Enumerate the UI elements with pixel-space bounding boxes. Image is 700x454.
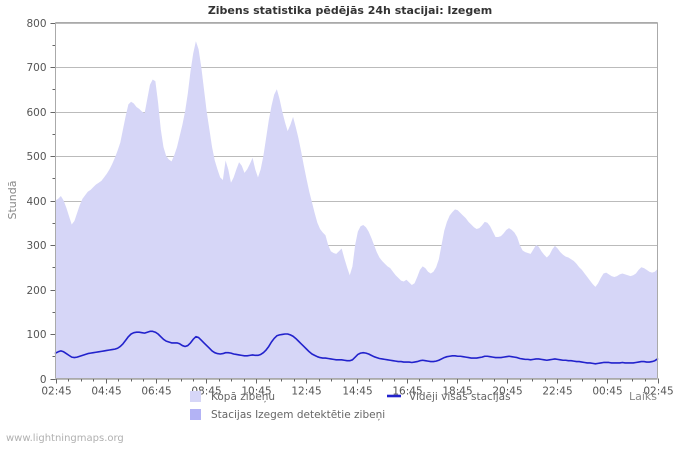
x-tick-label: 20:45: [492, 386, 522, 398]
y-tick-label: 0: [40, 374, 47, 386]
x-tick-label: 04:45: [91, 386, 121, 398]
legend-swatch-icon: [190, 409, 201, 420]
y-tick-label: 200: [26, 285, 46, 297]
legend-label: Stacijas Izegem detektētie zibeņi: [211, 409, 385, 421]
y-axis-label: Stundā: [6, 181, 19, 220]
x-tick-label: 06:45: [141, 386, 171, 398]
watermark-text: www.lightningmaps.org: [6, 433, 124, 444]
y-tick-label: 100: [26, 329, 46, 341]
legend-swatch-icon: [190, 391, 201, 402]
axes-frame: [55, 22, 658, 379]
x-tick-label: 18:45: [442, 386, 472, 398]
x-tick-label: 02:45: [643, 386, 673, 398]
legend-label: Kopā zibeņu: [211, 391, 275, 403]
x-tick-label: 00:45: [592, 386, 622, 398]
x-tick-label: 02:45: [41, 386, 71, 398]
legend-item: Kopā zibeņu: [190, 391, 275, 403]
y-tick-label: 600: [26, 107, 46, 119]
y-tick-label: 700: [26, 62, 46, 74]
y-tick-label: 300: [26, 240, 46, 252]
legend-item: Stacijas Izegem detektētie zibeņi: [190, 409, 385, 421]
chart-legend: Kopā zibeņu Stacijas Izegem detektētie zi…: [190, 391, 511, 421]
line-series: [54, 330, 659, 365]
x-tick-label: 22:45: [542, 386, 572, 398]
x-tick-label: 10:45: [241, 386, 271, 398]
y-tick-label: 500: [26, 151, 46, 163]
series-plots: [54, 41, 659, 379]
area-series: [55, 41, 658, 379]
y-tick-label: 800: [26, 18, 46, 30]
x-axis-ticks: 02:45 04:45 06:45 08:45 10:45 12:45 14:45 16:45…: [41, 378, 674, 398]
x-axis-label: Laiks: [629, 390, 657, 403]
x-tick-label: 12:45: [291, 386, 321, 398]
x-tick-label: 14:45: [342, 386, 372, 398]
y-axis-ticks: 0 100 200 300 400 500 600 700 800: [26, 18, 56, 386]
page-title: Zibens statistika pēdējās 24h stacijai: …: [208, 4, 492, 17]
y-tick-label: 400: [26, 196, 46, 208]
legend-label: Vidēji visās stacijās: [409, 391, 511, 403]
x-tick-label: 16:45: [392, 386, 422, 398]
legend-item: Vidēji visās stacijās: [387, 391, 511, 403]
